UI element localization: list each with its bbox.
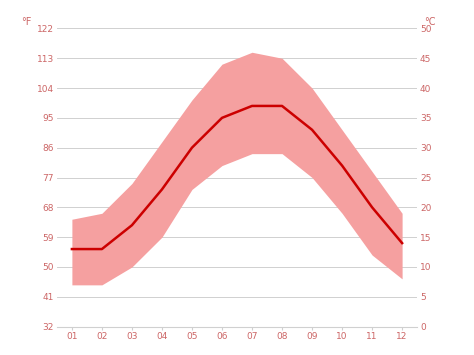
Text: °F: °F	[21, 17, 31, 27]
Text: °C: °C	[424, 17, 436, 27]
